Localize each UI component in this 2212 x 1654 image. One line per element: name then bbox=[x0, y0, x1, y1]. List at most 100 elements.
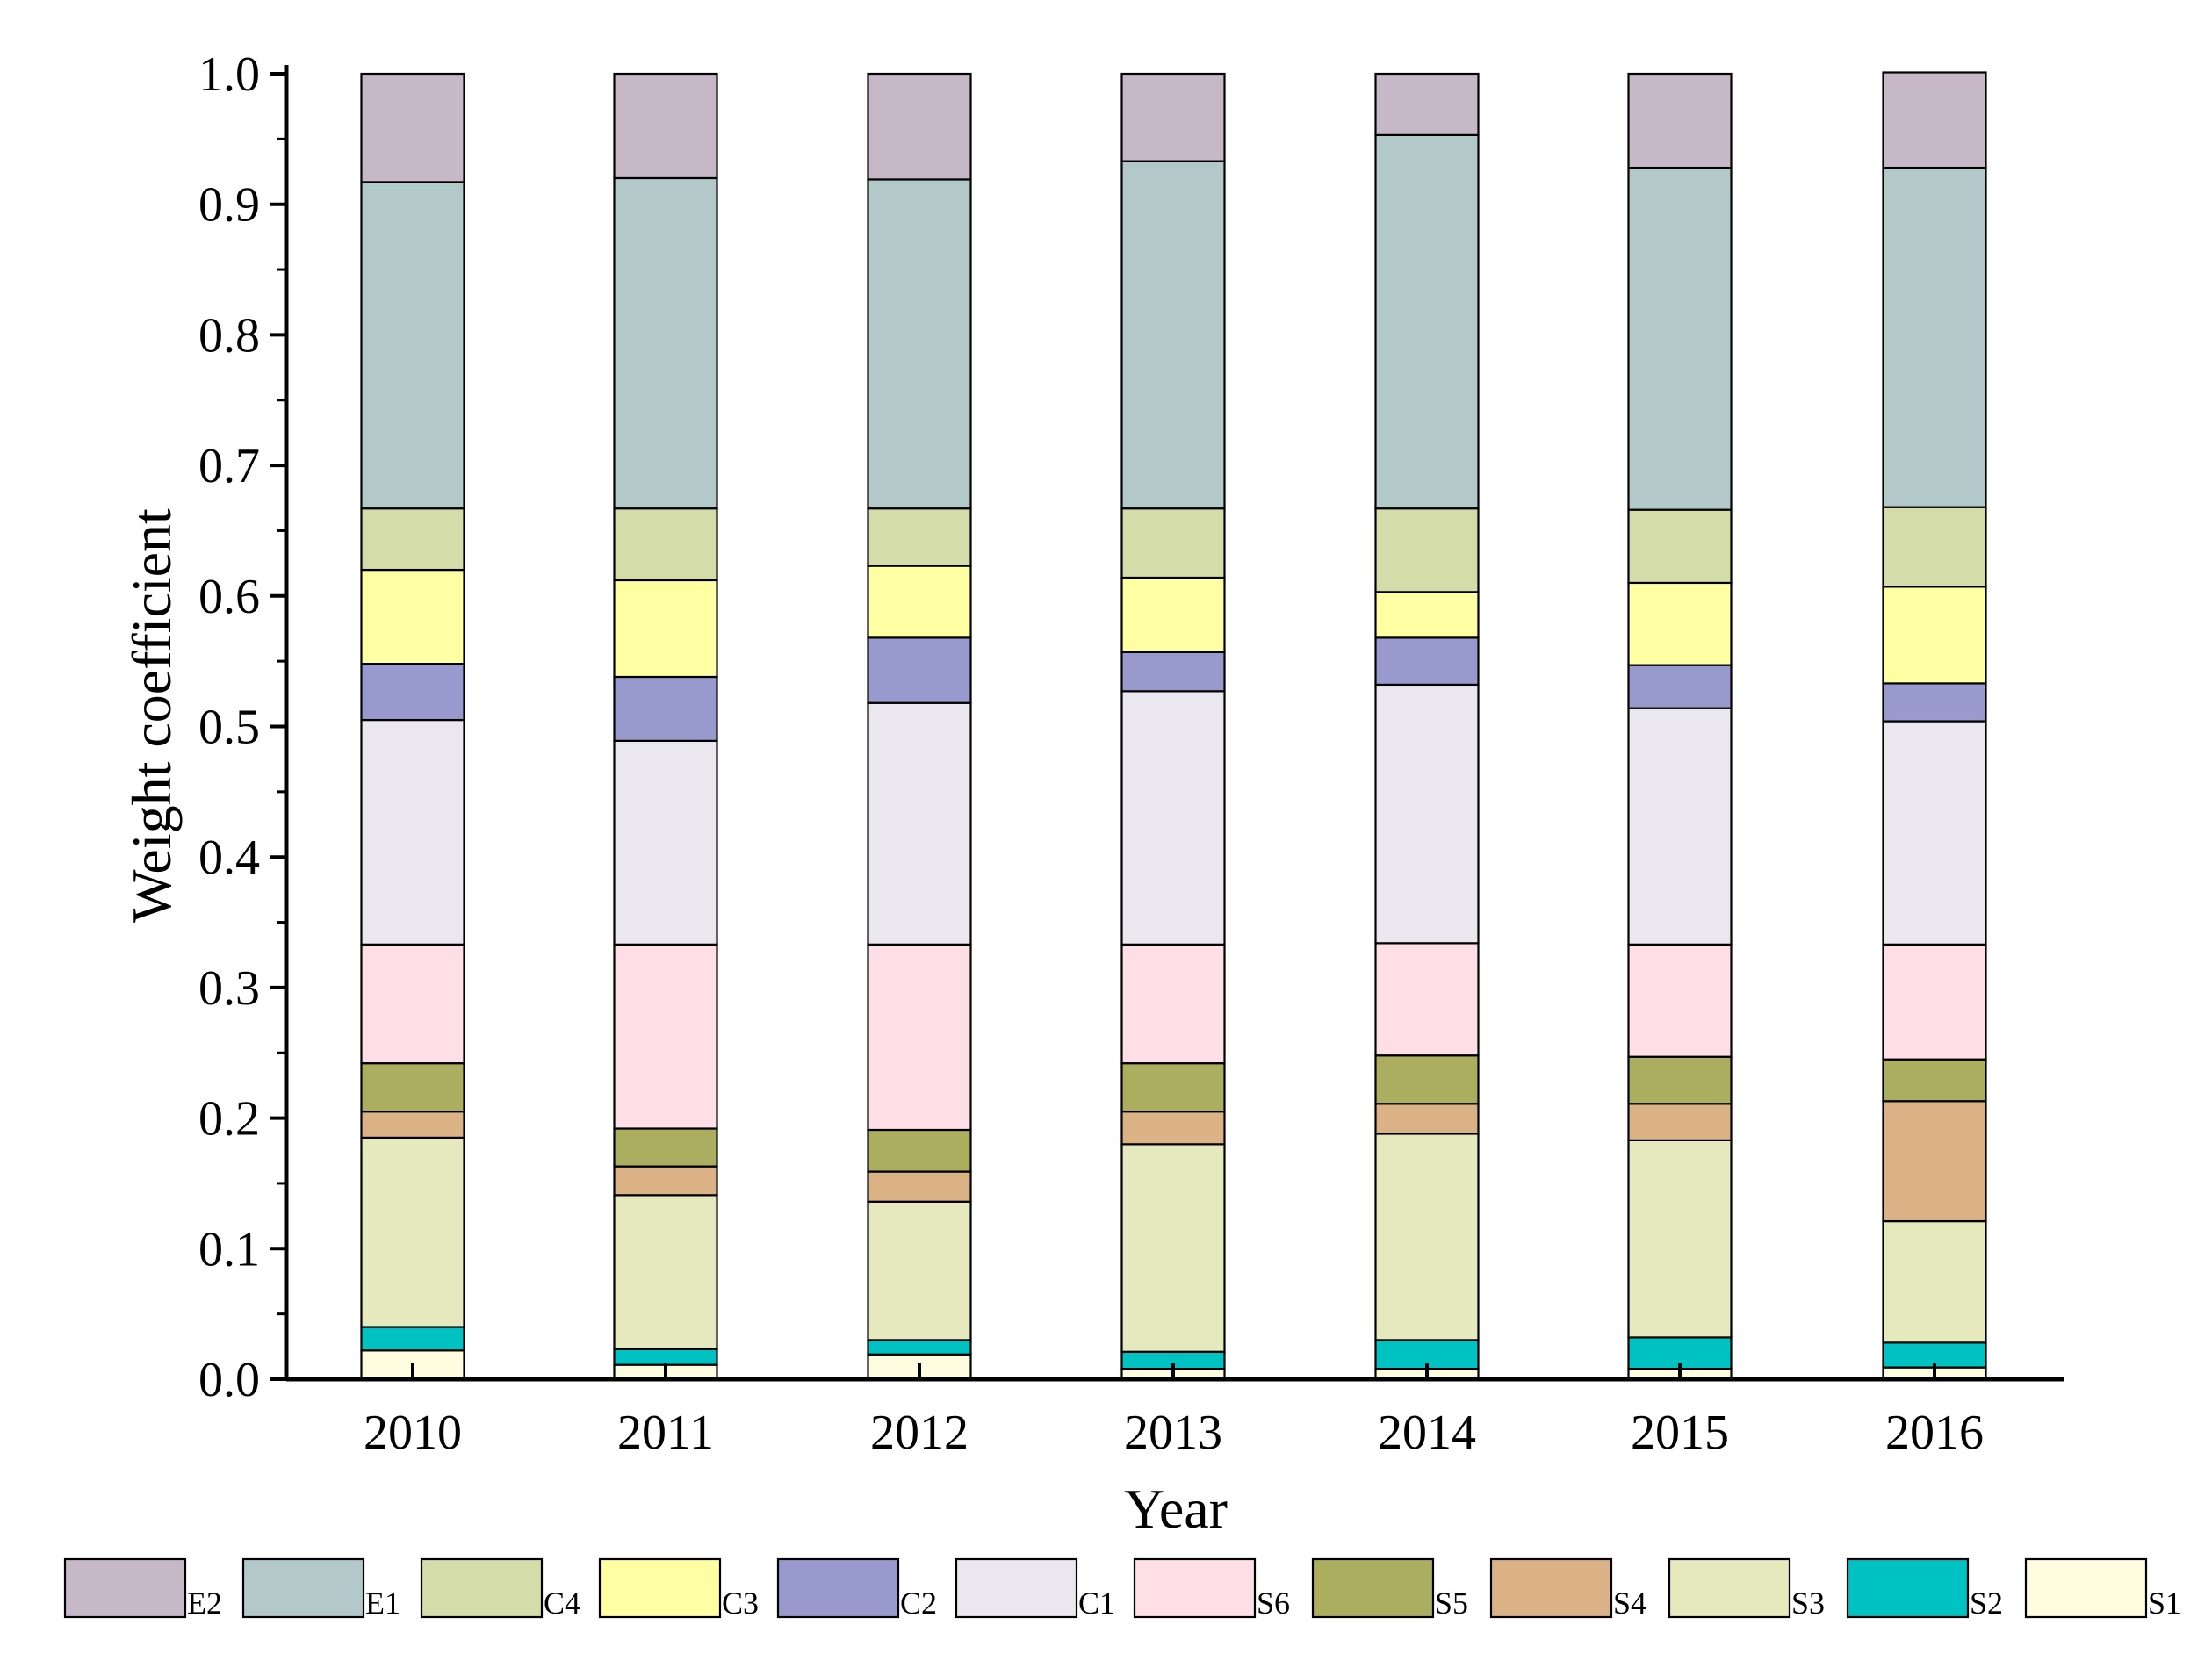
bar-segment-s3-2011 bbox=[613, 1194, 718, 1350]
legend-label-s5: S5 bbox=[1435, 1586, 1468, 1621]
bar-segment-s5-2013 bbox=[1120, 1062, 1226, 1113]
legend-swatch-s2 bbox=[1846, 1557, 1970, 1619]
bar-segment-e1-2016 bbox=[1882, 166, 1987, 508]
bar-segment-e2-2014 bbox=[1374, 72, 1480, 136]
bar-segment-e2-2016 bbox=[1882, 71, 1987, 169]
bar-segment-s6-2011 bbox=[613, 943, 718, 1130]
bar-segment-c2-2012 bbox=[867, 636, 972, 704]
bar-segment-c2-2016 bbox=[1882, 682, 1987, 723]
bar-segment-s6-2014 bbox=[1374, 942, 1480, 1057]
bar-segment-e2-2015 bbox=[1627, 72, 1733, 169]
bar-segment-s5-2011 bbox=[613, 1127, 718, 1168]
bar-segment-c2-2011 bbox=[613, 675, 718, 742]
bar-segment-s5-2014 bbox=[1374, 1054, 1480, 1105]
x-tick-label-2015: 2015 bbox=[1631, 1406, 1729, 1460]
bar-segment-s4-2016 bbox=[1882, 1100, 1987, 1223]
x-tick-label-2012: 2012 bbox=[870, 1406, 969, 1460]
bar-segment-e2-2012 bbox=[867, 72, 972, 181]
bar-segment-e1-2015 bbox=[1627, 166, 1733, 511]
bar-segment-s3-2010 bbox=[360, 1136, 465, 1328]
legend-swatch-e1 bbox=[241, 1557, 365, 1619]
x-tick-label-2011: 2011 bbox=[617, 1406, 714, 1460]
legend-label-c4: C4 bbox=[544, 1586, 580, 1621]
legend-swatch-e2 bbox=[63, 1557, 187, 1619]
bar-segment-c1-2016 bbox=[1882, 720, 1987, 946]
bar-segment-c2-2015 bbox=[1627, 664, 1733, 709]
bar-segment-s6-2015 bbox=[1627, 943, 1733, 1058]
legend-label-c1: C1 bbox=[1078, 1586, 1115, 1621]
bar-segment-s3-2012 bbox=[867, 1200, 972, 1341]
bar-segment-e2-2011 bbox=[613, 72, 718, 180]
bar-segment-c4-2015 bbox=[1627, 508, 1733, 585]
legend-label-c2: C2 bbox=[900, 1586, 937, 1621]
x-axis-title: Year bbox=[1124, 1478, 1228, 1540]
legend-label-s2: S2 bbox=[1970, 1586, 2003, 1621]
bar-segment-c2-2013 bbox=[1120, 651, 1226, 693]
bar-segment-s4-2012 bbox=[867, 1170, 972, 1203]
bar-segment-c4-2014 bbox=[1374, 507, 1480, 593]
bar-segment-s6-2012 bbox=[867, 943, 972, 1132]
bar-segment-s4-2014 bbox=[1374, 1103, 1480, 1135]
y-tick-label: 0.9 bbox=[198, 178, 260, 233]
bar-segment-c4-2011 bbox=[613, 507, 718, 582]
legend-label-s6: S6 bbox=[1257, 1586, 1290, 1621]
bar-segment-s5-2015 bbox=[1627, 1055, 1733, 1105]
bar-segment-s6-2013 bbox=[1120, 943, 1226, 1065]
bar-segment-e2-2013 bbox=[1120, 72, 1226, 162]
legend-swatch-s4 bbox=[1489, 1557, 1613, 1619]
x-tick-label-2013: 2013 bbox=[1124, 1406, 1222, 1460]
y-tick-label: 0.5 bbox=[198, 701, 260, 755]
legend-swatch-s5 bbox=[1311, 1557, 1435, 1619]
bar-segment-s3-2013 bbox=[1120, 1143, 1226, 1353]
bar-segment-c1-2015 bbox=[1627, 707, 1733, 946]
bar-segment-s4-2013 bbox=[1120, 1111, 1226, 1146]
y-tick-label: 0.1 bbox=[198, 1222, 260, 1276]
legend-swatch-s6 bbox=[1133, 1557, 1257, 1619]
bar-segment-e1-2010 bbox=[360, 181, 465, 510]
bar-segment-c3-2016 bbox=[1882, 586, 1987, 685]
y-tick-labels: 0.0 0.1 0.2 0.3 0.4 0.5 0.6 0.7 0.8 0.9 1.0 bbox=[198, 47, 286, 1407]
y-tick-label: 0.4 bbox=[198, 831, 260, 885]
bar-segment-s3-2016 bbox=[1882, 1219, 1987, 1344]
legend-swatch-s1 bbox=[2024, 1557, 2148, 1619]
bar-segment-s6-2016 bbox=[1882, 943, 1987, 1061]
legend-label-c3: C3 bbox=[722, 1586, 759, 1621]
bar-segment-c1-2011 bbox=[613, 739, 718, 946]
bar-segment-c1-2013 bbox=[1120, 690, 1226, 946]
x-tick-labels: 2010 2011 2012 2013 2014 2015 2016 bbox=[364, 1363, 1984, 1460]
bar-segment-c2-2010 bbox=[360, 663, 465, 722]
legend-label-e2: E2 bbox=[187, 1586, 222, 1621]
bar-segment-s2-2012 bbox=[867, 1339, 972, 1356]
bar-segment-s2-2011 bbox=[613, 1348, 718, 1366]
legend-swatch-c1 bbox=[955, 1557, 1078, 1619]
bar-segment-s6-2010 bbox=[360, 943, 465, 1065]
y-tick-label: 0.6 bbox=[198, 570, 260, 624]
y-tick-label: 0.8 bbox=[198, 308, 260, 363]
y-tick-label: 0.2 bbox=[198, 1092, 260, 1147]
bar-segment-s5-2010 bbox=[360, 1062, 465, 1113]
bar-segment-s4-2015 bbox=[1627, 1103, 1733, 1141]
bar-segment-e1-2013 bbox=[1120, 160, 1226, 510]
legend-swatch-c4 bbox=[420, 1557, 544, 1619]
x-tick-label-2016: 2016 bbox=[1885, 1406, 1984, 1460]
bar-segment-e2-2010 bbox=[360, 72, 465, 183]
x-tick-label-2010: 2010 bbox=[364, 1406, 462, 1460]
y-axis-title: Weight coefficient bbox=[120, 508, 183, 923]
bar-segment-c3-2010 bbox=[360, 568, 465, 665]
bar-segment-c2-2014 bbox=[1374, 636, 1480, 687]
bar-segment-c4-2013 bbox=[1120, 507, 1226, 579]
bar-segment-s5-2016 bbox=[1882, 1058, 1987, 1103]
bar-segment-c3-2011 bbox=[613, 579, 718, 679]
bar-segment-s4-2011 bbox=[613, 1165, 718, 1197]
bar-segment-c1-2010 bbox=[360, 718, 465, 946]
legend-label-e1: E1 bbox=[365, 1586, 400, 1621]
bar-segment-s2-2016 bbox=[1882, 1341, 1987, 1369]
legend-label-s3: S3 bbox=[1791, 1586, 1825, 1621]
x-tick-label-2014: 2014 bbox=[1378, 1406, 1476, 1460]
legend-label-s4: S4 bbox=[1613, 1586, 1646, 1621]
legend-swatch-c2 bbox=[776, 1557, 900, 1619]
bar-segment-c3-2012 bbox=[867, 565, 972, 639]
bar-segment-c3-2013 bbox=[1120, 576, 1226, 653]
y-tick-label: 1.0 bbox=[198, 47, 260, 102]
